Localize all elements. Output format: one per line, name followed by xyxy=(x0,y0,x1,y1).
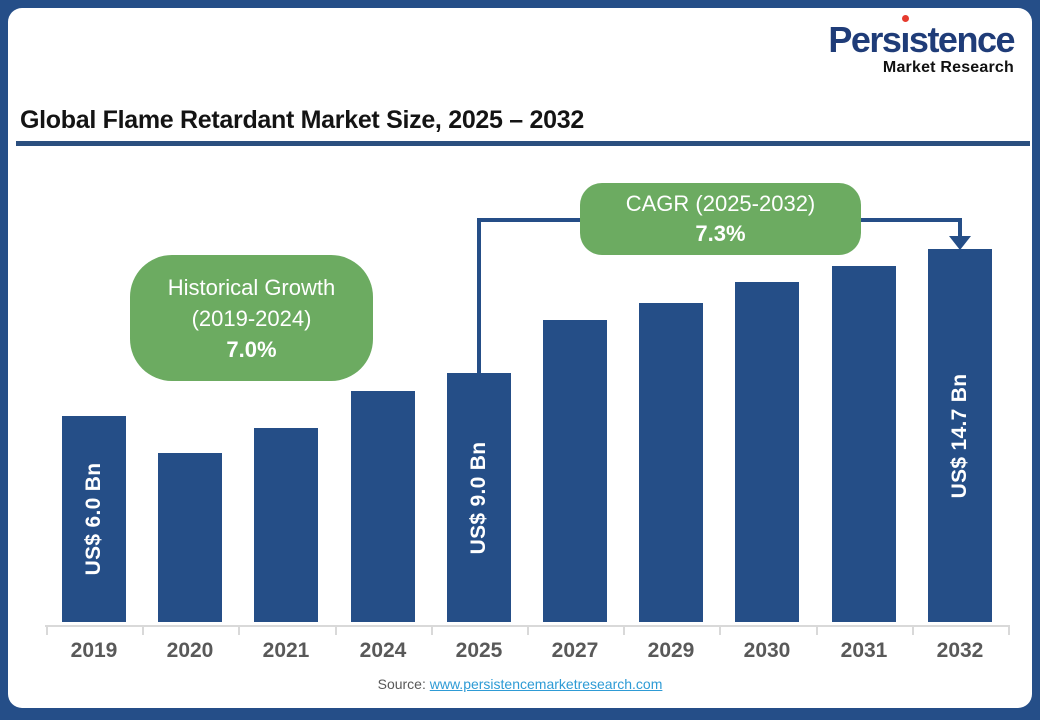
x-axis-tick xyxy=(912,625,914,635)
x-axis-tick xyxy=(46,625,48,635)
x-axis-label-2030: 2030 xyxy=(743,639,791,662)
bar-2024 xyxy=(351,391,415,622)
bar-2019: US$ 6.0 Bn xyxy=(62,416,126,622)
x-axis-label-2031: 2031 xyxy=(840,639,888,662)
logo-letter-i: ı xyxy=(900,15,910,58)
x-axis-label-2025: 2025 xyxy=(455,639,503,662)
logo-tagline: Market Research xyxy=(882,59,1014,76)
x-axis-label-2021: 2021 xyxy=(262,639,310,662)
title-underline xyxy=(16,141,1030,146)
x-axis-tick xyxy=(623,625,625,635)
cagr-callout: CAGR (2025-2032) 7.3% xyxy=(580,183,861,255)
x-axis-tick xyxy=(142,625,144,635)
cagr-line1: CAGR (2025-2032) xyxy=(625,191,816,216)
x-axis-label-2029: 2029 xyxy=(647,639,695,662)
bar-2029 xyxy=(639,303,703,622)
source-label: Source: xyxy=(377,676,426,692)
persistence-market-research-logo: Persı stence Market Research xyxy=(828,15,1015,76)
cagr-value: 7.3% xyxy=(695,221,746,246)
bar-2032: US$ 14.7 Bn xyxy=(928,249,992,622)
bar-2020 xyxy=(158,453,222,622)
x-axis-tick xyxy=(238,625,240,635)
logo-wordmark: Persı stence xyxy=(828,15,1015,58)
historical-growth-value: 7.0% xyxy=(226,336,277,362)
bar-2031 xyxy=(832,266,896,622)
x-axis-label-2020: 2020 xyxy=(166,639,214,662)
red-i-dot-icon xyxy=(902,15,910,22)
source-line: Source: www.persistencemarketresearch.co… xyxy=(0,676,1040,692)
x-axis-tick xyxy=(527,625,529,635)
bar-value-label-2019: US$ 6.0 Bn xyxy=(82,462,105,576)
bar-value-label-2025: US$ 9.0 Bn xyxy=(467,441,490,554)
x-axis-tick xyxy=(431,625,433,635)
bar-2021 xyxy=(254,428,318,622)
bar-2030 xyxy=(735,282,799,622)
bar-2025: US$ 9.0 Bn xyxy=(447,373,511,622)
cagr-connector-left-vertical xyxy=(477,218,481,373)
x-axis-tick xyxy=(335,625,337,635)
historical-growth-callout: Historical Growth (2019-2024) 7.0% xyxy=(130,255,373,381)
x-axis-label-2024: 2024 xyxy=(359,639,407,662)
bar-2027 xyxy=(543,320,607,622)
x-axis-label-2027: 2027 xyxy=(551,639,599,662)
x-axis-tick xyxy=(719,625,721,635)
x-axis-tick xyxy=(816,625,818,635)
historical-growth-line1: Historical Growth xyxy=(167,274,336,300)
source-link[interactable]: www.persistencemarketresearch.com xyxy=(429,676,663,692)
x-axis-line xyxy=(45,625,1008,627)
bar-value-label-2032: US$ 14.7 Bn xyxy=(948,373,971,498)
x-axis-label-2019: 2019 xyxy=(70,639,118,662)
arrow-down-icon xyxy=(949,236,971,250)
historical-growth-line2: (2019-2024) xyxy=(191,305,312,331)
x-axis-label-2032: 2032 xyxy=(936,639,984,662)
chart-title: Global Flame Retardant Market Size, 2025… xyxy=(20,106,584,134)
cagr-connector-right-vertical xyxy=(958,218,962,240)
x-axis-tick xyxy=(1008,625,1010,635)
